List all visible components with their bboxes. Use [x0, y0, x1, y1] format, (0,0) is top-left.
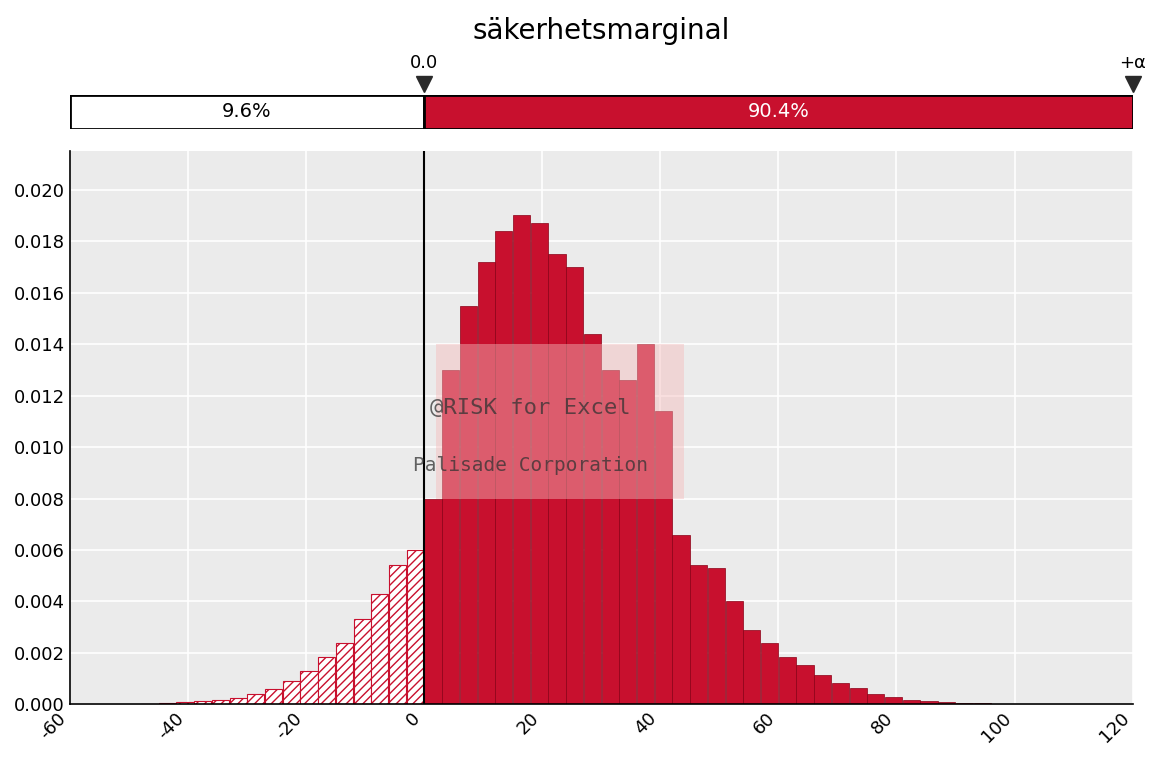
Bar — [673, 534, 689, 705]
Bar — [797, 664, 813, 705]
Bar — [920, 701, 937, 705]
Bar — [814, 675, 832, 705]
Bar — [176, 702, 194, 705]
Bar — [973, 703, 991, 705]
Bar — [283, 681, 300, 705]
Bar — [495, 231, 513, 705]
Bar — [885, 697, 902, 705]
Bar — [744, 630, 761, 705]
Bar — [832, 682, 849, 705]
Bar — [778, 657, 796, 705]
Title: säkerhetsmarginal: säkerhetsmarginal — [472, 17, 730, 45]
Bar — [902, 699, 920, 705]
Bar — [566, 267, 583, 705]
Bar — [868, 694, 884, 705]
Bar — [425, 499, 442, 705]
Bar — [264, 689, 282, 705]
Bar — [194, 701, 211, 705]
Bar — [513, 216, 530, 705]
Bar — [354, 619, 371, 705]
Bar — [389, 565, 406, 705]
Bar — [849, 688, 867, 705]
Bar — [602, 370, 618, 705]
Bar — [761, 643, 778, 705]
FancyBboxPatch shape — [436, 344, 684, 499]
Bar — [637, 344, 654, 705]
Bar — [708, 568, 725, 705]
Bar — [725, 601, 742, 705]
Bar — [407, 550, 423, 705]
Bar — [583, 334, 601, 705]
Bar — [530, 223, 548, 705]
Bar — [690, 565, 708, 705]
Bar — [247, 694, 264, 705]
Bar — [654, 411, 672, 705]
Bar — [371, 594, 389, 705]
Bar — [318, 657, 335, 705]
Bar — [212, 700, 229, 705]
Bar — [459, 306, 477, 705]
Bar — [619, 380, 637, 705]
Bar — [992, 704, 1008, 705]
Bar — [549, 254, 566, 705]
Bar — [230, 698, 247, 705]
Bar — [159, 703, 176, 705]
Bar — [938, 702, 956, 705]
Text: @RISK for Excel: @RISK for Excel — [430, 398, 631, 419]
Bar — [478, 261, 494, 705]
Text: Palisade Corporation: Palisade Corporation — [413, 455, 648, 474]
Bar — [336, 643, 353, 705]
Bar — [300, 671, 318, 705]
Bar — [442, 370, 459, 705]
Bar — [956, 703, 973, 705]
